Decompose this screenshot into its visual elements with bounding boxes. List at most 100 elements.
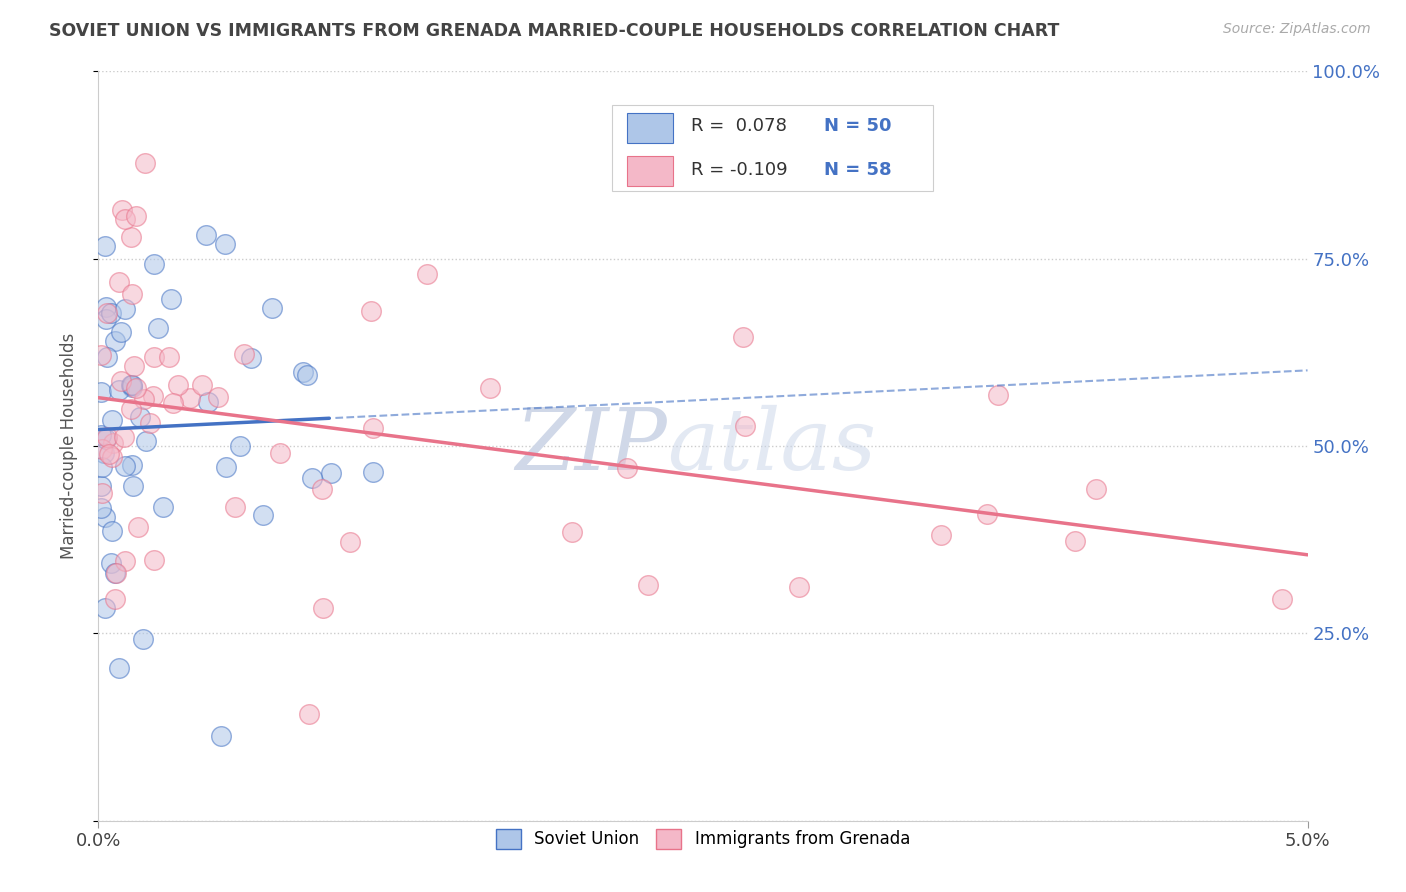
Point — [120, 378, 142, 392]
Point — [124, 359, 146, 373]
Point — [142, 389, 165, 403]
Point — [98, 447, 121, 461]
Point — [297, 368, 319, 383]
Point — [90, 501, 112, 516]
Point — [121, 458, 143, 472]
Point — [214, 460, 236, 475]
Point — [360, 303, 382, 318]
Point — [134, 155, 156, 169]
Point — [209, 729, 232, 743]
Point — [1085, 482, 1108, 496]
Point — [239, 351, 262, 365]
Point — [93, 446, 115, 460]
Text: N = 50: N = 50 — [824, 117, 891, 135]
Point — [233, 346, 256, 360]
Legend: Soviet Union, Immigrants from Grenada: Soviet Union, Immigrants from Grenada — [488, 821, 918, 857]
Point — [361, 421, 384, 435]
Point — [112, 430, 135, 444]
Text: SOVIET UNION VS IMMIGRANTS FROM GRENADA MARRIED-COUPLE HOUSEHOLDS CORRELATION CH: SOVIET UNION VS IMMIGRANTS FROM GRENADA … — [49, 22, 1060, 40]
Point — [148, 321, 170, 335]
Point — [339, 535, 361, 549]
Point — [108, 661, 131, 675]
Text: ZIP: ZIP — [515, 405, 666, 487]
Point — [135, 434, 157, 449]
Point — [734, 419, 756, 434]
Point — [262, 301, 284, 315]
Point — [114, 458, 136, 473]
Point — [100, 450, 122, 465]
Point — [132, 632, 155, 646]
Point — [129, 409, 152, 424]
Point — [214, 237, 236, 252]
Point — [125, 209, 148, 223]
Point — [191, 378, 214, 392]
Point — [94, 239, 117, 253]
Point — [311, 482, 333, 496]
Point — [931, 527, 953, 541]
Point — [1271, 592, 1294, 607]
Point — [1064, 533, 1087, 548]
Point — [637, 578, 659, 592]
Point — [110, 325, 132, 339]
Point — [108, 383, 131, 397]
Point — [121, 380, 143, 394]
Point — [179, 392, 201, 406]
Point — [90, 486, 112, 500]
Point — [321, 466, 343, 480]
Point — [100, 556, 122, 570]
Point — [104, 334, 127, 348]
Point — [120, 402, 142, 417]
Point — [224, 500, 246, 514]
Point — [229, 439, 252, 453]
Point — [111, 202, 134, 217]
Text: Source: ZipAtlas.com: Source: ZipAtlas.com — [1223, 22, 1371, 37]
Point — [104, 566, 127, 581]
Point — [110, 375, 132, 389]
Point — [104, 592, 127, 607]
Point — [100, 412, 122, 426]
Point — [731, 330, 754, 344]
Point — [152, 500, 174, 515]
Point — [167, 378, 190, 392]
Point — [100, 306, 122, 320]
Point — [616, 461, 638, 475]
Point — [108, 275, 131, 289]
Point — [121, 378, 143, 392]
Point — [93, 509, 115, 524]
Point — [207, 390, 229, 404]
Text: R =  0.078: R = 0.078 — [690, 117, 787, 135]
Point — [415, 267, 437, 281]
Point — [125, 381, 148, 395]
Point — [157, 350, 180, 364]
Point — [298, 706, 321, 721]
Point — [90, 479, 112, 493]
Point — [94, 311, 117, 326]
Point — [987, 387, 1010, 401]
Point — [114, 554, 136, 568]
Point — [90, 348, 112, 362]
Point — [114, 211, 136, 226]
Point — [90, 428, 112, 442]
Point — [195, 228, 218, 243]
Point — [96, 350, 118, 364]
Point — [96, 432, 118, 446]
Point — [976, 507, 998, 521]
Point — [252, 508, 274, 523]
Point — [301, 471, 323, 485]
FancyBboxPatch shape — [627, 112, 672, 143]
Point — [93, 600, 115, 615]
Text: N = 58: N = 58 — [824, 161, 891, 178]
Y-axis label: Married-couple Households: Married-couple Households — [59, 333, 77, 559]
Point — [361, 465, 384, 479]
Point — [114, 301, 136, 316]
Point — [121, 287, 143, 301]
Point — [561, 525, 583, 540]
Point — [104, 566, 127, 580]
Point — [96, 305, 118, 319]
Point — [127, 520, 149, 534]
Text: R = -0.109: R = -0.109 — [690, 161, 787, 178]
Point — [91, 459, 114, 474]
Point — [121, 479, 143, 493]
Point — [139, 416, 162, 430]
Point — [269, 446, 291, 460]
